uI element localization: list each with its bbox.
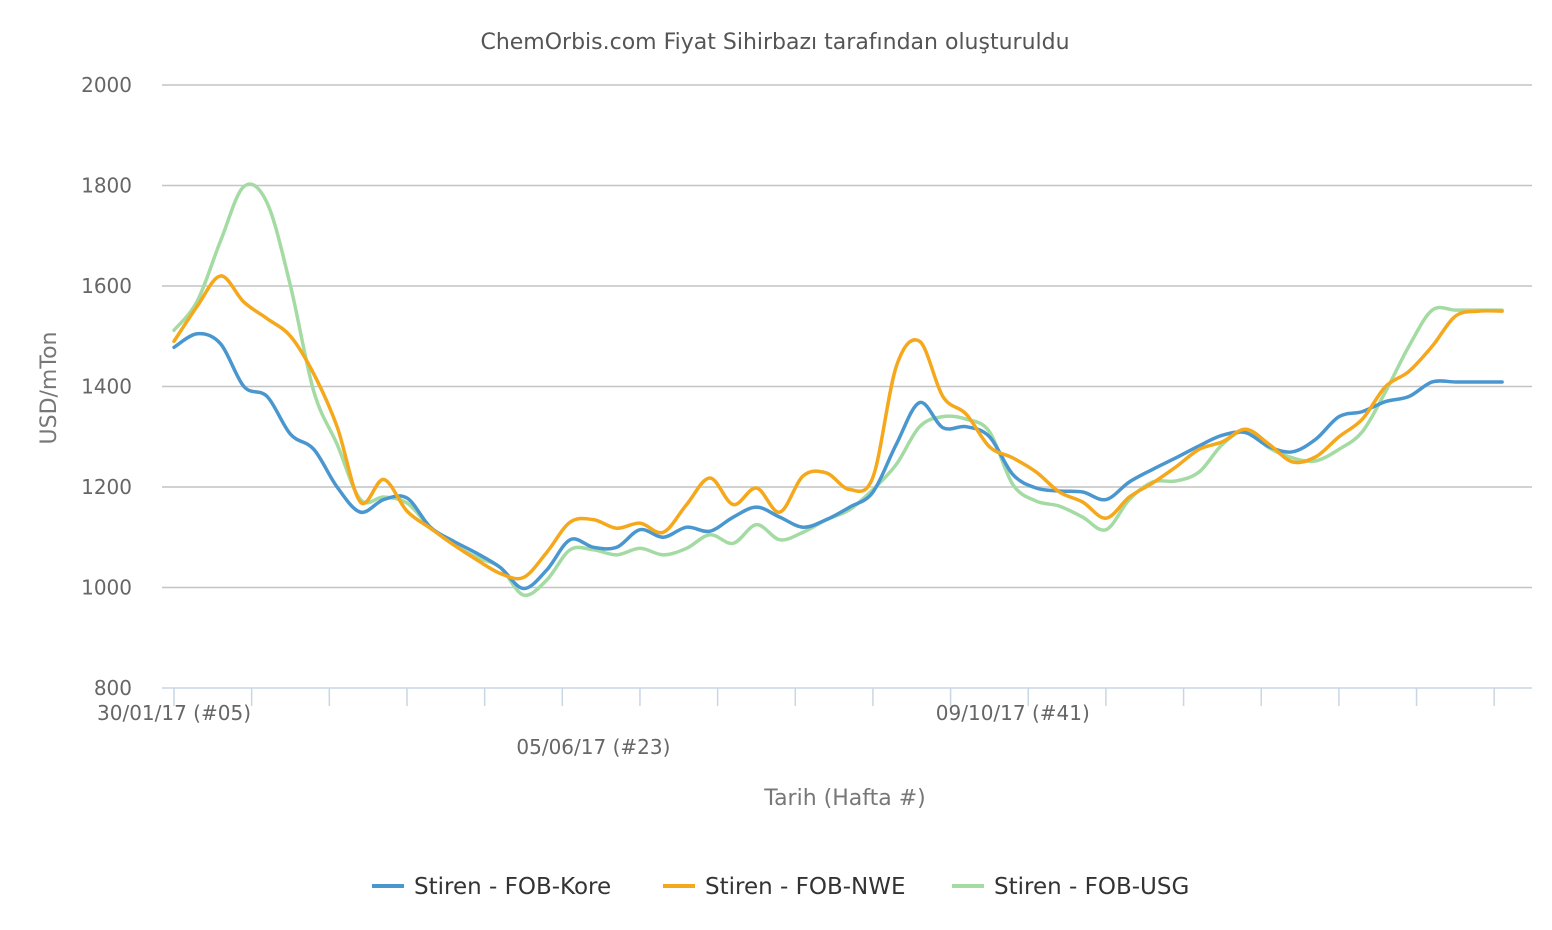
legend-item[interactable]: Stiren - FOB-NWE [663, 874, 906, 900]
legend-item[interactable]: Stiren - FOB-Kore [372, 874, 611, 900]
legend: Stiren - FOB-Kore Stiren - FOB-NWE Stiren … [372, 874, 1189, 900]
x-axis-label: Tarih (Hafta #) [763, 786, 925, 811]
y-tick-label: 2000 [81, 73, 132, 97]
y-tick-label: 1600 [81, 274, 132, 298]
series-line-stiren-fob-nwe [172, 274, 1504, 581]
legend-label: Stiren - FOB-Kore [414, 874, 611, 900]
chart-title: ChemOrbis.com Fiyat Sihirbazı tarafından… [480, 30, 1069, 55]
legend-label: Stiren - FOB-NWE [705, 874, 906, 900]
series-line-stiren-fob-usg [172, 182, 1504, 598]
y-tick-label: 1200 [81, 475, 132, 499]
y-tick-label: 800 [94, 676, 132, 700]
y-tick-label: 1800 [81, 174, 132, 198]
y-tick-label: 1000 [81, 576, 132, 600]
y-axis-ticks: 800 1000 1200 1400 1600 1800 2000 [81, 73, 132, 700]
x-axis: 30/01/17 (#05) 05/06/17 (#23) 09/10/17 (#4… [97, 687, 1532, 759]
x-tick-label: 30/01/17 (#05) [97, 701, 251, 725]
x-tick-label: 09/10/17 (#41) [936, 701, 1090, 725]
legend-item[interactable]: Stiren - FOB-USG [952, 874, 1189, 900]
x-tick-label: 05/06/17 (#23) [516, 735, 670, 759]
y-tick-label: 1400 [81, 375, 132, 399]
series-lines [172, 182, 1504, 598]
legend-label: Stiren - FOB-USG [994, 874, 1189, 900]
y-axis-label: USD/mTon [37, 332, 62, 445]
